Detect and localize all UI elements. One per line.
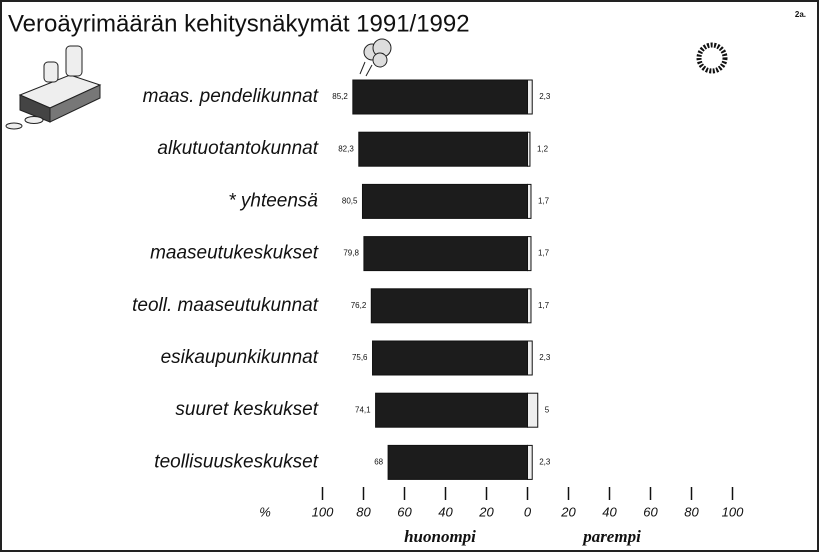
x-tick-label: 60 (397, 504, 412, 519)
bar (363, 236, 528, 272)
x-tick-label: 20 (560, 504, 576, 519)
bar (375, 392, 528, 428)
bar (361, 183, 528, 219)
bar (527, 288, 532, 324)
category-label: * yhteensä (228, 190, 318, 211)
axis-half-label: huonompi (404, 527, 476, 546)
category-label: esikaupunkikunnat (161, 347, 319, 368)
value-label: 85,2 (332, 92, 348, 101)
x-unit: % (259, 504, 271, 519)
value-label: 76,2 (351, 301, 367, 310)
bar (527, 340, 533, 376)
x-tick-label: 20 (478, 504, 494, 519)
cloud-icon (359, 38, 392, 77)
category-label: teoll. maaseutukunnat (132, 295, 319, 316)
category-label: maaseutukeskukset (150, 243, 319, 264)
x-tick-label: 60 (643, 504, 658, 519)
value-label: 75,6 (352, 353, 368, 362)
value-label: 1,7 (538, 249, 550, 258)
bar (370, 288, 529, 324)
value-label: 2,3 (539, 353, 551, 362)
value-label: 74,1 (355, 405, 371, 414)
value-label: 80,5 (342, 197, 358, 206)
page-label: 2a. (795, 10, 806, 19)
bar (527, 183, 532, 219)
x-tick-label: 80 (356, 504, 371, 519)
bar (358, 131, 528, 167)
bar (527, 444, 533, 480)
bar (527, 131, 531, 167)
axis-half-label: parempi (581, 527, 641, 546)
x-tick-label: 100 (722, 504, 744, 519)
category-label: teollisuuskeskukset (154, 451, 318, 472)
value-label: 2,3 (539, 92, 551, 101)
sun-icon (696, 42, 728, 74)
bar (527, 392, 539, 428)
x-tick-label: 0 (524, 504, 532, 519)
x-tick-label: 40 (438, 504, 453, 519)
category-label: suuret keskukset (175, 399, 318, 420)
x-tick-label: 100 (312, 504, 334, 519)
x-tick-label: 80 (684, 504, 699, 519)
category-label: maas. pendelikunnat (143, 86, 319, 107)
chart-title: Veroäyrimäärän kehitysnäkymät 1991/1992 (8, 10, 470, 37)
value-label: 2,3 (539, 458, 551, 467)
bar (527, 236, 532, 272)
value-label: 1,7 (538, 301, 550, 310)
value-label: 68 (374, 458, 383, 467)
x-tick-label: 40 (602, 504, 617, 519)
coins-icon (5, 45, 102, 130)
value-label: 79,8 (343, 249, 359, 258)
value-label: 5 (545, 405, 550, 414)
value-label: 1,7 (538, 197, 550, 206)
bar (527, 79, 533, 115)
category-label: alkutuotantokunnat (157, 138, 318, 159)
bar (387, 444, 528, 480)
value-label: 82,3 (338, 144, 354, 153)
value-label: 1,2 (537, 144, 549, 153)
bar (352, 79, 528, 115)
bar (372, 340, 528, 376)
